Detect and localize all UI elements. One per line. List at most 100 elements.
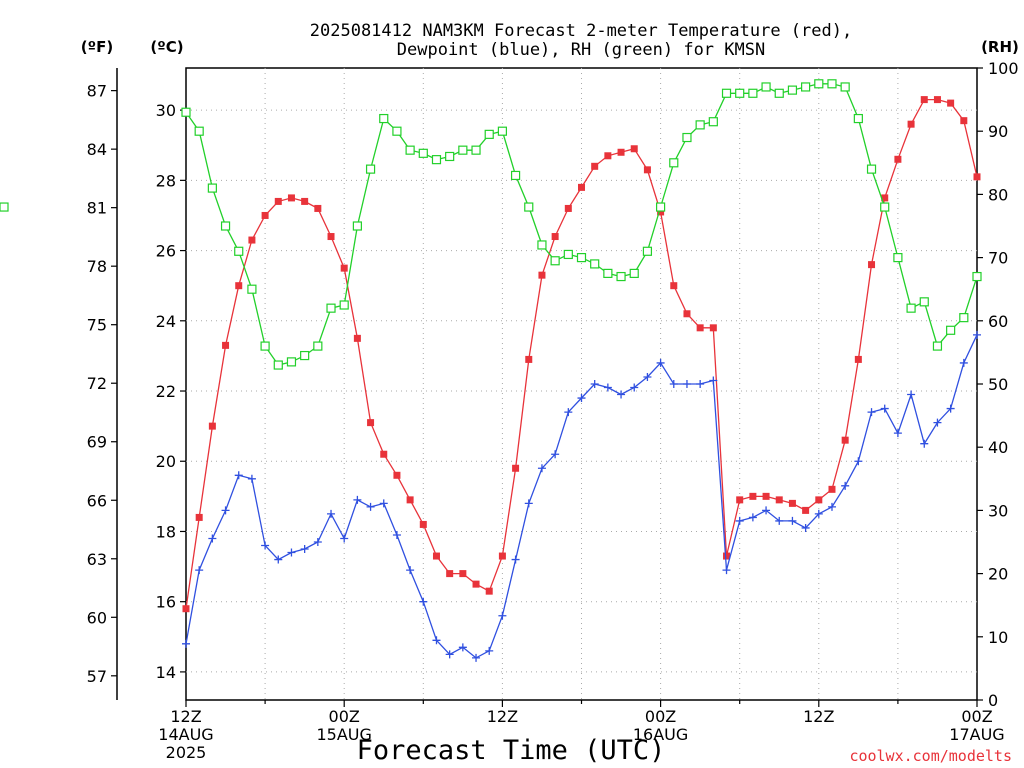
x-axis-label: Forecast Time (UTC) <box>357 735 666 766</box>
temperature-point <box>512 464 520 472</box>
dewpoint-point <box>722 566 731 575</box>
rh-point <box>946 325 956 335</box>
dewpoint-point <box>313 538 322 546</box>
dewpoint-point <box>788 516 797 525</box>
temperature-point <box>854 355 862 363</box>
temperature-point <box>881 194 889 202</box>
dewpoint-point <box>392 530 401 539</box>
chart-title-line-2: Dewpoint (blue), RH (green) for KMSN <box>397 40 765 60</box>
temperature-point <box>498 552 506 560</box>
temperature-point <box>868 261 876 269</box>
rh-point <box>392 126 402 136</box>
temperature-point <box>472 580 480 588</box>
rh-point <box>0 202 9 212</box>
rh-point <box>405 145 415 155</box>
tick-label-fahrenheit: 81 <box>87 199 107 218</box>
rh-point <box>510 170 521 181</box>
rh-point <box>721 88 732 98</box>
temperature-point <box>578 183 585 191</box>
temperature-point <box>960 117 968 125</box>
temperature-point <box>657 208 665 216</box>
temperature-point <box>380 450 388 458</box>
chart-title-line-1: 2025081412 NAM3KM Forecast 2-meter Tempe… <box>310 21 852 41</box>
rh-point <box>471 145 481 155</box>
dewpoint-point <box>775 516 784 525</box>
dewpoint-point <box>537 464 546 473</box>
rh-point <box>735 88 745 98</box>
rh-point <box>207 183 217 193</box>
rh-point <box>537 240 547 250</box>
rh-point <box>484 129 494 139</box>
tick-label-fahrenheit: 75 <box>87 316 107 335</box>
temperature-point <box>274 197 282 205</box>
temperature-point <box>353 334 361 342</box>
rh-point <box>853 113 863 124</box>
rh-point <box>247 284 257 294</box>
rh-point <box>431 155 442 165</box>
rh-point <box>669 158 679 168</box>
dewpoint-point <box>617 390 626 399</box>
rh-point <box>906 303 916 313</box>
temperature-point <box>525 355 533 363</box>
temperature-point <box>367 419 375 427</box>
temperature-point <box>683 310 691 318</box>
tick-label-time: 12Z <box>487 707 518 726</box>
tick-label-fahrenheit: 87 <box>87 82 107 101</box>
tick-label-fahrenheit: 66 <box>87 491 107 510</box>
dewpoint-point <box>221 506 230 515</box>
temperature-point <box>617 148 625 156</box>
rh-point <box>273 360 283 370</box>
rh-point <box>576 253 587 263</box>
temperature-point <box>248 236 256 244</box>
dewpoint-point <box>748 513 757 522</box>
dewpoint-point <box>762 506 771 515</box>
rh-point <box>379 113 389 124</box>
rh-point <box>313 341 323 351</box>
rh-point <box>326 303 336 313</box>
dewpoint-point <box>498 611 507 620</box>
dewpoint-point <box>511 555 520 564</box>
dewpoint-point <box>261 541 270 550</box>
temperature-point <box>907 120 915 128</box>
dewpoint-point <box>854 457 863 466</box>
temperature-point <box>604 152 612 160</box>
tick-label-fahrenheit: 72 <box>87 374 107 393</box>
rh-point <box>866 164 877 174</box>
temperature-point <box>459 570 467 578</box>
temperature-point <box>933 96 941 104</box>
tick-label-time: 12Z <box>170 707 201 726</box>
dewpoint-point <box>234 471 243 480</box>
tick-label-time: 2025 <box>166 743 207 762</box>
tick-label-rh: 30 <box>988 501 1008 520</box>
tick-label-celsius: 26 <box>156 242 176 261</box>
unit-label-fahrenheit: (ºF) <box>81 38 113 56</box>
rh-point <box>642 246 653 256</box>
dewpoint-point <box>406 566 415 575</box>
rh-point <box>655 202 666 212</box>
rh-point <box>365 164 376 174</box>
rh-point <box>181 107 191 117</box>
temperature-point <box>894 155 902 163</box>
rh-point <box>827 79 837 89</box>
dewpoint-point <box>524 499 533 508</box>
dewpoint-point <box>907 390 916 399</box>
temperature-point <box>327 233 335 241</box>
dewpoint-point <box>920 439 929 448</box>
dewpoint-point <box>946 404 955 413</box>
rh-point <box>603 268 613 278</box>
dewpoint-point <box>590 380 599 388</box>
tick-label-time: 00Z <box>329 707 360 726</box>
temperature-point <box>235 282 243 290</box>
dewpoint-point <box>287 548 296 557</box>
tick-label-fahrenheit: 78 <box>87 257 107 276</box>
dewpoint-point <box>564 408 573 417</box>
rh-point <box>260 341 270 351</box>
rh-point <box>194 126 204 136</box>
temperature-point <box>670 282 678 290</box>
tick-label-time: 00Z <box>961 707 992 726</box>
temperature-point <box>591 162 599 170</box>
rh-point <box>563 249 573 260</box>
tick-label-fahrenheit: 63 <box>87 550 107 569</box>
rh-point <box>220 221 231 231</box>
dewpoint-point <box>195 566 204 575</box>
